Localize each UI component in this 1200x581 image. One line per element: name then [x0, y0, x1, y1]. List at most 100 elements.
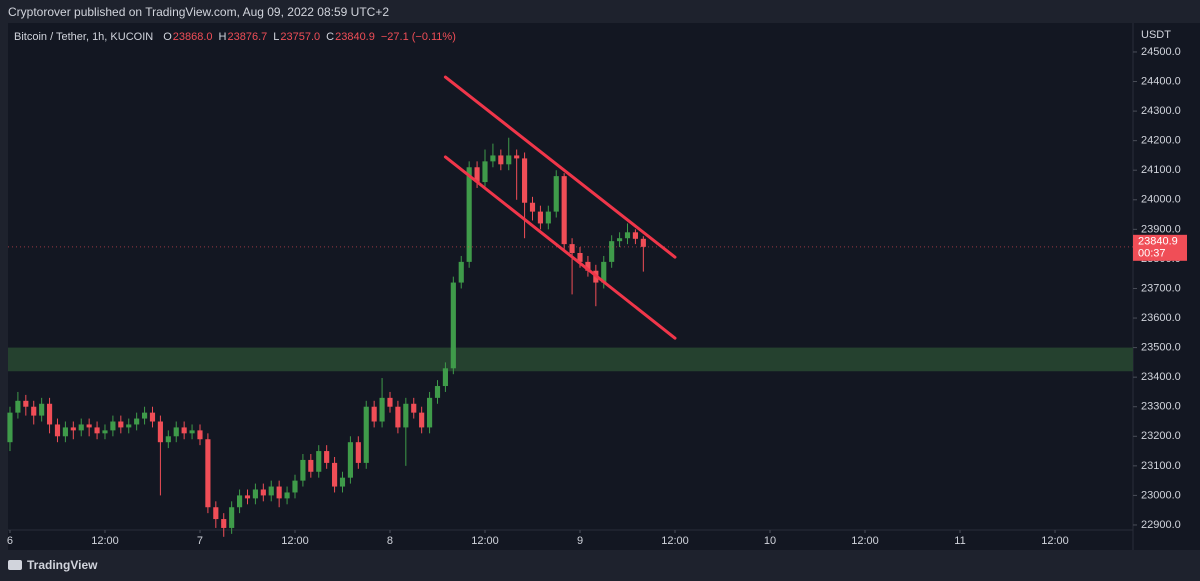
x-tick-label: 6	[7, 535, 13, 547]
candle-body	[379, 397, 385, 422]
legend-change: −27.1 (−0.11%)	[381, 31, 456, 43]
candle-body	[31, 406, 37, 416]
candle-body	[244, 495, 251, 499]
candle-body	[205, 439, 211, 508]
candle-body	[632, 232, 638, 239]
plot	[7, 75, 1133, 537]
candle-body	[189, 430, 195, 434]
published: Cryptorover published on TradingView.com…	[8, 5, 389, 19]
candle-body	[403, 403, 409, 428]
legend-key: O	[163, 31, 172, 43]
candle-body	[609, 241, 615, 262]
candle-body	[292, 480, 298, 493]
candle-body	[134, 418, 140, 425]
candle-body	[617, 238, 623, 242]
channel-line	[443, 155, 677, 340]
y-tick-label: 24400.0	[1141, 75, 1181, 87]
x-tick-label: 12:00	[851, 535, 879, 547]
candle-body	[86, 424, 92, 428]
candle-body	[339, 477, 346, 487]
candle-body	[181, 427, 187, 434]
candle-body	[110, 421, 116, 431]
y-tick-label: 24000.0	[1141, 194, 1181, 206]
y-tick-label: 23200.0	[1141, 430, 1181, 442]
candle-body	[537, 211, 543, 224]
legend-key: H	[219, 31, 227, 43]
x-tick-label: 8	[387, 535, 393, 547]
candle-body	[141, 412, 148, 419]
y-tick-label: 23400.0	[1141, 371, 1181, 383]
candle-body	[316, 451, 322, 472]
x-tick-label: 10	[764, 535, 776, 547]
candle-body	[15, 400, 21, 413]
x-tick-label: 12:00	[91, 535, 119, 547]
candle-body	[585, 261, 591, 271]
y-tick-label: 23700.0	[1141, 282, 1181, 294]
candle-body	[149, 412, 156, 422]
y-tick-label: 23100.0	[1141, 460, 1181, 472]
candle-body	[332, 462, 338, 487]
y-tick-label: 24200.0	[1141, 135, 1181, 147]
legend-key: C	[326, 31, 334, 43]
candle-body	[23, 400, 29, 407]
x-tick-label: 12:00	[661, 535, 689, 547]
candle-body	[276, 486, 282, 499]
candle-body	[529, 202, 536, 212]
footer-brand: TradingView	[27, 558, 98, 572]
x-tick-label: 9	[577, 535, 583, 547]
candle-body	[54, 424, 61, 437]
y-tick-label: 24100.0	[1141, 164, 1181, 176]
candle-body	[553, 176, 559, 212]
candle-body	[577, 252, 583, 262]
candle-body	[395, 406, 401, 428]
x-tick-label: 12:00	[1041, 535, 1069, 547]
candle-body	[221, 519, 227, 528]
y-tick-label: 24300.0	[1141, 105, 1181, 117]
x-tick-label: 11	[954, 535, 965, 547]
currency: USDT	[1141, 29, 1171, 41]
candle-body	[363, 406, 369, 463]
candle-body	[474, 167, 480, 183]
legend-key: L	[273, 31, 279, 43]
candle-body	[213, 507, 219, 520]
candle-body	[46, 403, 53, 425]
candle-body	[324, 451, 330, 463]
price-tag-price: 23840.9	[1138, 236, 1178, 248]
candle-body	[522, 158, 528, 203]
ohlc-legend: Bitcoin / Tether, 1h, KUCOIN O 23868.0 H 238…	[14, 31, 456, 43]
candle-body	[624, 232, 631, 239]
legend-value: 23840.9	[335, 31, 375, 43]
y-tick-label: 22900.0	[1141, 519, 1181, 531]
candle-body	[78, 424, 84, 431]
price-tag	[1133, 234, 1187, 261]
candle-body	[300, 459, 306, 481]
price-tag-countdown: 00:37	[1138, 248, 1166, 260]
logo	[8, 560, 22, 570]
y-tick-label: 23000.0	[1141, 489, 1181, 501]
candle-body	[640, 238, 646, 247]
y-tick-label: 23300.0	[1141, 401, 1181, 413]
y-tick-label: 23900.0	[1141, 223, 1181, 235]
candle-body	[545, 211, 551, 224]
candle-body	[347, 442, 353, 478]
price-axis-panel	[1133, 23, 1200, 550]
plot-area	[8, 23, 1133, 550]
candle-body	[94, 427, 100, 434]
candle-body	[434, 386, 441, 398]
candle-body	[229, 507, 235, 528]
y-tick-label: 24500.0	[1141, 46, 1181, 58]
candle-body	[458, 261, 464, 283]
candle-body	[569, 244, 575, 253]
candle-body	[260, 489, 266, 496]
candle-body	[355, 442, 361, 463]
candle-body	[427, 397, 433, 428]
candle-body	[514, 155, 520, 159]
x-tick-label: 7	[197, 535, 203, 547]
x-tick-label: 12:00	[281, 535, 309, 547]
candle-body	[442, 368, 448, 387]
candle-body	[490, 155, 496, 162]
candle-body	[371, 406, 377, 422]
candle-body	[7, 412, 13, 443]
candle-body	[70, 427, 76, 431]
footer: TradingView	[8, 558, 98, 572]
